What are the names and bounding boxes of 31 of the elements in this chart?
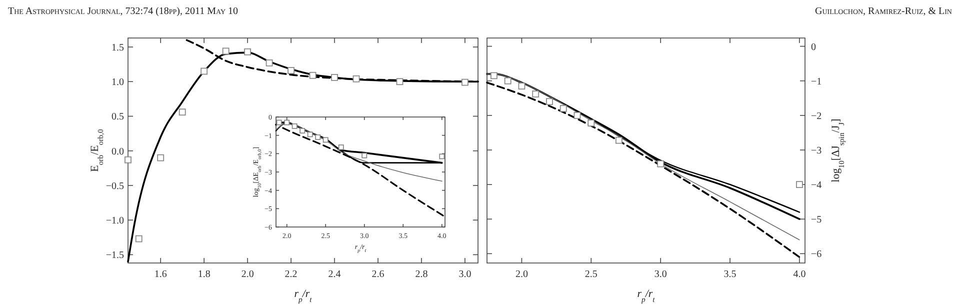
y2-tick-label: −6 [811, 249, 822, 260]
x-tick-label: 1.6 [154, 269, 167, 280]
x-tick-label: 3.0 [654, 269, 667, 280]
x-tick-label: 2.2 [284, 269, 298, 280]
x-tick-label: 2.6 [372, 269, 384, 280]
x-tick-label: 2.0 [241, 269, 254, 280]
y2-tick-label: −4 [811, 180, 822, 192]
x-axis-title: r$_{p}$/r$_{t}$ [637, 288, 656, 304]
x-tick-label: 2.8 [415, 269, 428, 280]
y-tick-label: 0.5 [112, 112, 124, 123]
y2-tick-label: −3 [811, 145, 822, 156]
y-tick-label: −1.5 [106, 250, 124, 262]
x-tick-label: 2.5 [584, 269, 598, 280]
x-tick-label: 3.5 [724, 269, 736, 280]
x-tick-label: 3.0 [458, 269, 472, 280]
y-tick-label: 0.0 [112, 146, 124, 158]
x-axis-title: r$_{p}$/r$_{t}$ [294, 288, 313, 304]
text: The Astrophysical Journal, 732:74 (18pp), 2011 May 10 [8, 6, 238, 17]
x-tick-label: 4.0 [793, 269, 806, 280]
x-tick-label: 1.8 [198, 269, 210, 280]
y2-tick-label: −1 [811, 76, 822, 88]
x-tick-label: 2.4 [328, 269, 341, 280]
y-tick-label: 1.5 [112, 42, 124, 54]
x-tick-label: 2.0 [515, 269, 528, 280]
y2-tick-label: −2 [811, 110, 822, 122]
y-tick-label: −0.5 [106, 180, 124, 192]
text: Guillochon, Ramirez-Ruiz, & Lin [815, 6, 952, 17]
y-tick-label: 1.0 [112, 77, 124, 88]
y2-tick-label: 0 [811, 42, 816, 53]
y-tick-label: −1.0 [106, 216, 124, 227]
y2-tick-label: −5 [811, 214, 822, 226]
